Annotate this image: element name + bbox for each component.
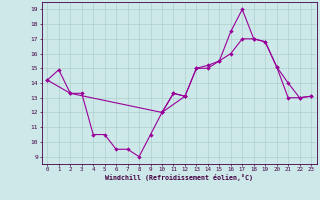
X-axis label: Windchill (Refroidissement éolien,°C): Windchill (Refroidissement éolien,°C) <box>105 174 253 181</box>
